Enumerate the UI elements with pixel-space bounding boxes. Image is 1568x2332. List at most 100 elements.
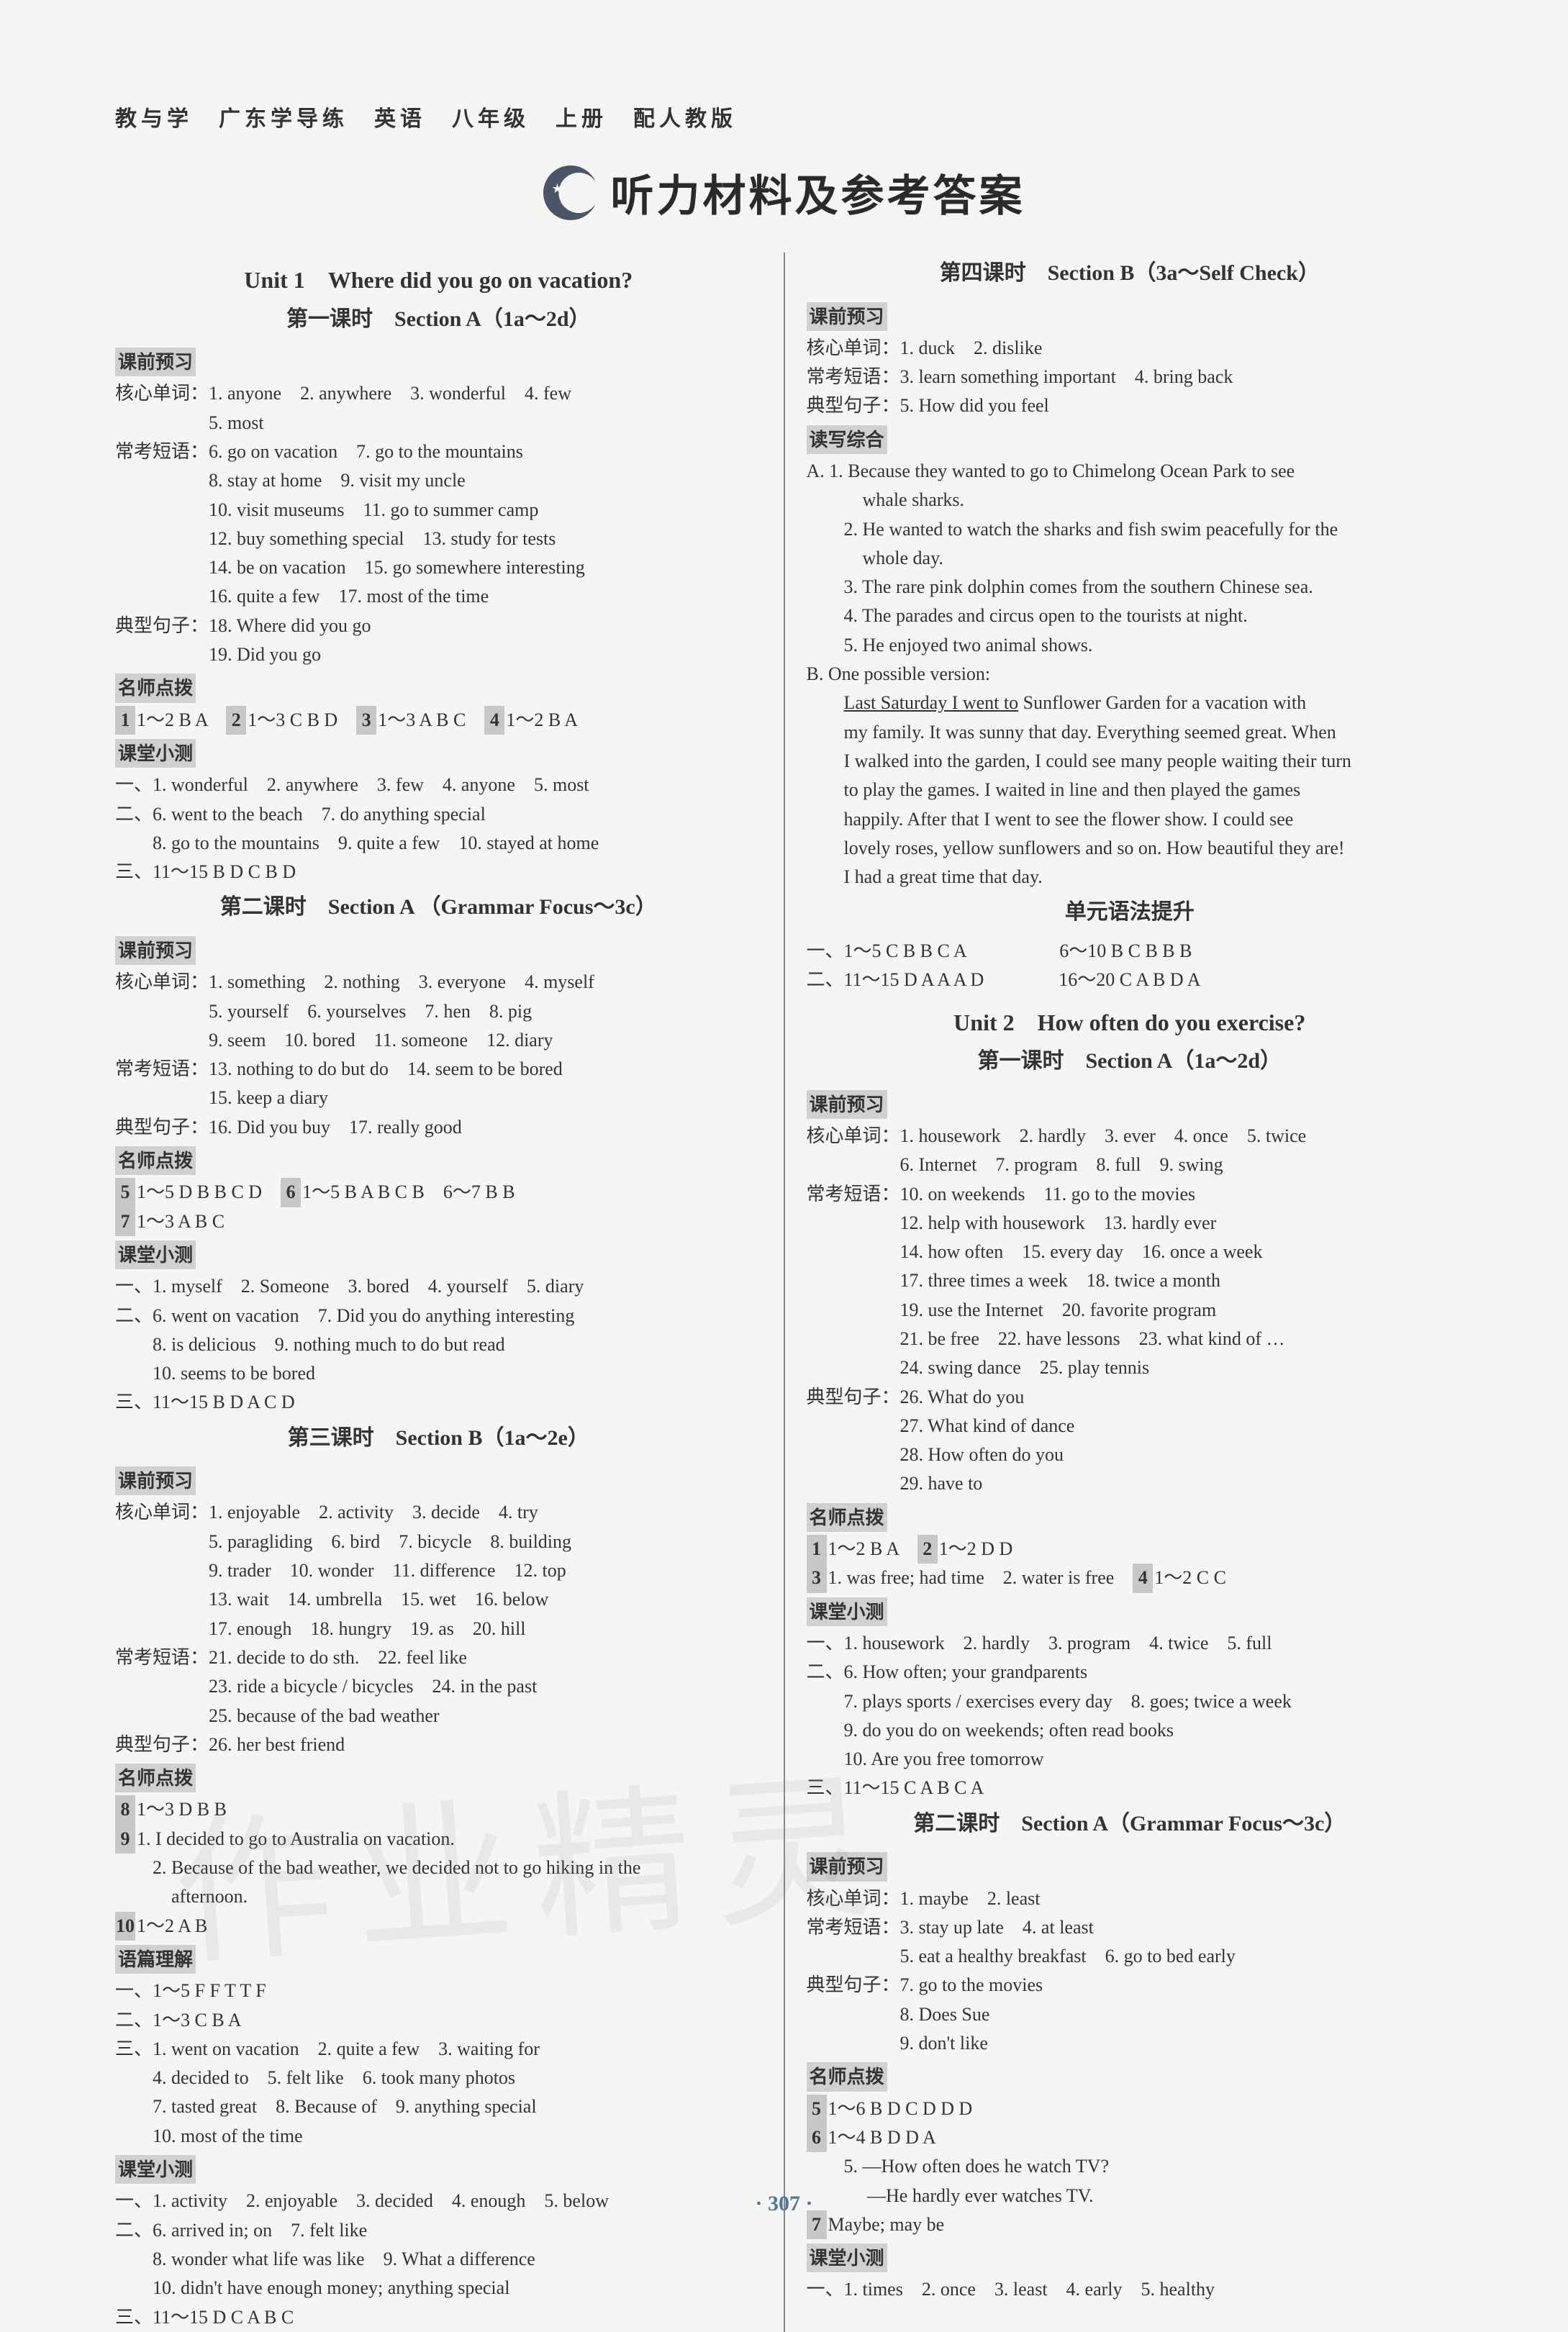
- number-box: 6: [807, 2123, 827, 2152]
- section-label-keqian: 课前预习: [115, 1466, 196, 1495]
- tip-text: 1～5 B A B C B 6～7 B B: [302, 1181, 515, 1202]
- number-box: 6: [281, 1178, 301, 1207]
- row-value: 25. because of the bad weather: [209, 1702, 762, 1730]
- text-line: to play the games. I waited in line and …: [807, 776, 1454, 804]
- teacher-tip-line: 11～2 B A 21～3 C B D 31～3 A B C 41～2 B A: [115, 706, 762, 735]
- row-value: 14. how often 15. every day 16. once a w…: [900, 1238, 1454, 1266]
- content-row: 核心单词：1. enjoyable 2. activity 3. decide …: [115, 1498, 762, 1527]
- row-value: 17. three times a week 18. twice a month: [900, 1266, 1454, 1295]
- tip-text: 1～3 A B C: [137, 1211, 225, 1232]
- number-box: 4: [484, 706, 504, 735]
- text-line: 二、6. arrived in; on 7. felt like: [115, 2216, 762, 2245]
- content-row: 常考短语：21. decide to do sth. 22. feel like: [115, 1643, 762, 1672]
- text-line: 3. The rare pink dolphin comes from the …: [807, 573, 1454, 602]
- content-row: 21. be free 22. have lessons 23. what ki…: [807, 1325, 1454, 1353]
- content-row: 19. use the Internet 20. favorite progra…: [807, 1296, 1454, 1325]
- row-value: 9. don't like: [900, 2029, 1454, 2058]
- content-row: 14. how often 15. every day 16. once a w…: [807, 1238, 1454, 1266]
- row-value: 10. visit museums 11. go to summer camp: [209, 496, 762, 525]
- row-label: 核心单词：: [807, 1884, 900, 1913]
- row-value: 21. decide to do sth. 22. feel like: [209, 1643, 761, 1672]
- row-label: 典型句子：: [115, 1730, 209, 1759]
- content-columns: Unit 1 Where did you go on vacation?第一课时…: [115, 253, 1453, 2332]
- section-label-keqian: 课前预习: [115, 348, 196, 376]
- section-label-keqian: 课前预习: [807, 302, 887, 331]
- content-row: 典型句子：18. Where did you go: [115, 612, 762, 640]
- text-line: 一、1. myself 2. Someone 3. bored 4. yours…: [115, 1272, 762, 1301]
- left-column: Unit 1 Where did you go on vacation?第一课时…: [115, 253, 762, 2332]
- text-line: 一、1～5 F F T T F: [115, 1977, 762, 2005]
- content-row: 28. How often do you: [807, 1441, 1454, 1469]
- row-value: 5. paragliding 6. bird 7. bicycle 8. bui…: [209, 1528, 762, 1556]
- row-value: 10. on weekends 11. go to the movies: [900, 1180, 1453, 1209]
- content-row: 典型句子：16. Did you buy 17. really good: [115, 1113, 762, 1142]
- row-value: 15. keep a diary: [209, 1084, 762, 1112]
- text-line: whole day.: [807, 544, 1454, 573]
- right-column: 第四课时 Section B（3a～Self Check） 课前预习核心单词：1.…: [807, 253, 1454, 2332]
- row-value: 23. ride a bicycle / bicycles 24. in the…: [209, 1672, 762, 1701]
- content-row: 核心单词：1. housework 2. hardly 3. ever 4. o…: [807, 1122, 1454, 1151]
- row-value: 13. wait 14. umbrella 15. wet 16. below: [209, 1585, 762, 1614]
- row-value: 19. Did you go: [209, 640, 762, 669]
- content-row: 9. trader 10. wonder 11. difference 12. …: [115, 1556, 762, 1585]
- text-line: A. 1. Because they wanted to go to Chime…: [807, 457, 1454, 486]
- content-row: 25. because of the bad weather: [115, 1702, 762, 1730]
- row-label: 核心单词：: [115, 1498, 209, 1527]
- row-value: 28. How often do you: [900, 1441, 1454, 1469]
- content-row: 17. three times a week 18. twice a month: [807, 1266, 1454, 1295]
- text-line: lovely roses, yellow sunflowers and so o…: [807, 834, 1454, 863]
- lesson-title: 第一课时 Section A（1a～2d）: [115, 303, 762, 337]
- content-row: 5. eat a healthy breakfast 6. go to bed …: [807, 1942, 1454, 1971]
- content-row: 5. yourself 6. yourselves 7. hen 8. pig: [115, 997, 762, 1026]
- content-row: 8. stay at home 9. visit my uncle: [115, 466, 762, 495]
- moon-star-icon: [543, 165, 598, 220]
- row-value: 16. quite a few 17. most of the time: [209, 582, 762, 611]
- content-row: 23. ride a bicycle / bicycles 24. in the…: [115, 1672, 762, 1701]
- number-box: 7: [115, 1207, 135, 1236]
- row-value: 18. Where did you go: [209, 612, 761, 640]
- text-line: 10. Are you free tomorrow: [807, 1745, 1454, 1774]
- underline-text: Last Saturday I went to: [844, 692, 1019, 713]
- tip-text: 1～3 C B D: [248, 709, 356, 730]
- row-value: 6. Internet 7. program 8. full 9. swing: [900, 1151, 1454, 1179]
- content-row: 常考短语：10. on weekends 11. go to the movie…: [807, 1180, 1454, 1209]
- row-value: 1. enjoyable 2. activity 3. decide 4. tr…: [209, 1498, 761, 1527]
- text-line: 2. Because of the bad weather, we decide…: [115, 1854, 762, 1882]
- row-label: 核心单词：: [807, 1122, 900, 1151]
- text-line: 4. decided to 5. felt like 6. took many …: [115, 2064, 762, 2092]
- row-value: 12. help with housework 13. hardly ever: [900, 1209, 1454, 1238]
- number-box: 9: [115, 1825, 135, 1854]
- tip-text: 1～2 D D: [939, 1538, 1013, 1559]
- tip-text: 1. I decided to go to Australia on vacat…: [137, 1828, 455, 1849]
- row-value: 19. use the Internet 20. favorite progra…: [900, 1296, 1454, 1325]
- row-value: 16. Did you buy 17. really good: [209, 1113, 761, 1142]
- row-value: 14. be on vacation 15. go somewhere inte…: [209, 553, 762, 582]
- text-line: 5. He enjoyed two animal shows.: [807, 631, 1454, 660]
- content-row: 常考短语：3. stay up late 4. at least: [807, 1913, 1454, 1942]
- text-line: 7. tasted great 8. Because of 9. anythin…: [115, 2092, 762, 2121]
- content-row: 5. most: [115, 409, 762, 437]
- number-box: 5: [807, 2095, 827, 2123]
- row-label: 典型句子：: [807, 1383, 900, 1412]
- number-box: 4: [1133, 1564, 1153, 1592]
- page-number: · 307 ·: [0, 2192, 1568, 2216]
- indent: [807, 692, 844, 713]
- row-value: 3. stay up late 4. at least: [900, 1913, 1453, 1942]
- content-row: 16. quite a few 17. most of the time: [115, 582, 762, 611]
- lesson-title: 第四课时 Section B（3a～Self Check）: [807, 257, 1454, 291]
- row-label: 常考短语：: [807, 363, 900, 391]
- content-row: 核心单词：1. maybe 2. least: [807, 1884, 1454, 1913]
- text-line: 8. wonder what life was like 9. What a d…: [115, 2245, 762, 2274]
- section-label-mingshi: 名师点拨: [807, 1503, 887, 1532]
- text-line: 2. He wanted to watch the sharks and fis…: [807, 515, 1454, 544]
- unit-title: Unit 2 How often do you exercise?: [807, 1005, 1454, 1041]
- number-box: 2: [226, 706, 246, 735]
- row-label: 典型句子：: [807, 391, 900, 420]
- row-value: 24. swing dance 25. play tennis: [900, 1353, 1454, 1382]
- text-line: 10. seems to be bored: [115, 1359, 762, 1388]
- content-row: 24. swing dance 25. play tennis: [807, 1353, 1454, 1382]
- section-label-keqian: 课前预习: [807, 1090, 887, 1119]
- number-box: 3: [356, 706, 376, 735]
- text-line: 4. The parades and circus open to the to…: [807, 602, 1454, 630]
- content-row: 12. help with housework 13. hardly ever: [807, 1209, 1454, 1238]
